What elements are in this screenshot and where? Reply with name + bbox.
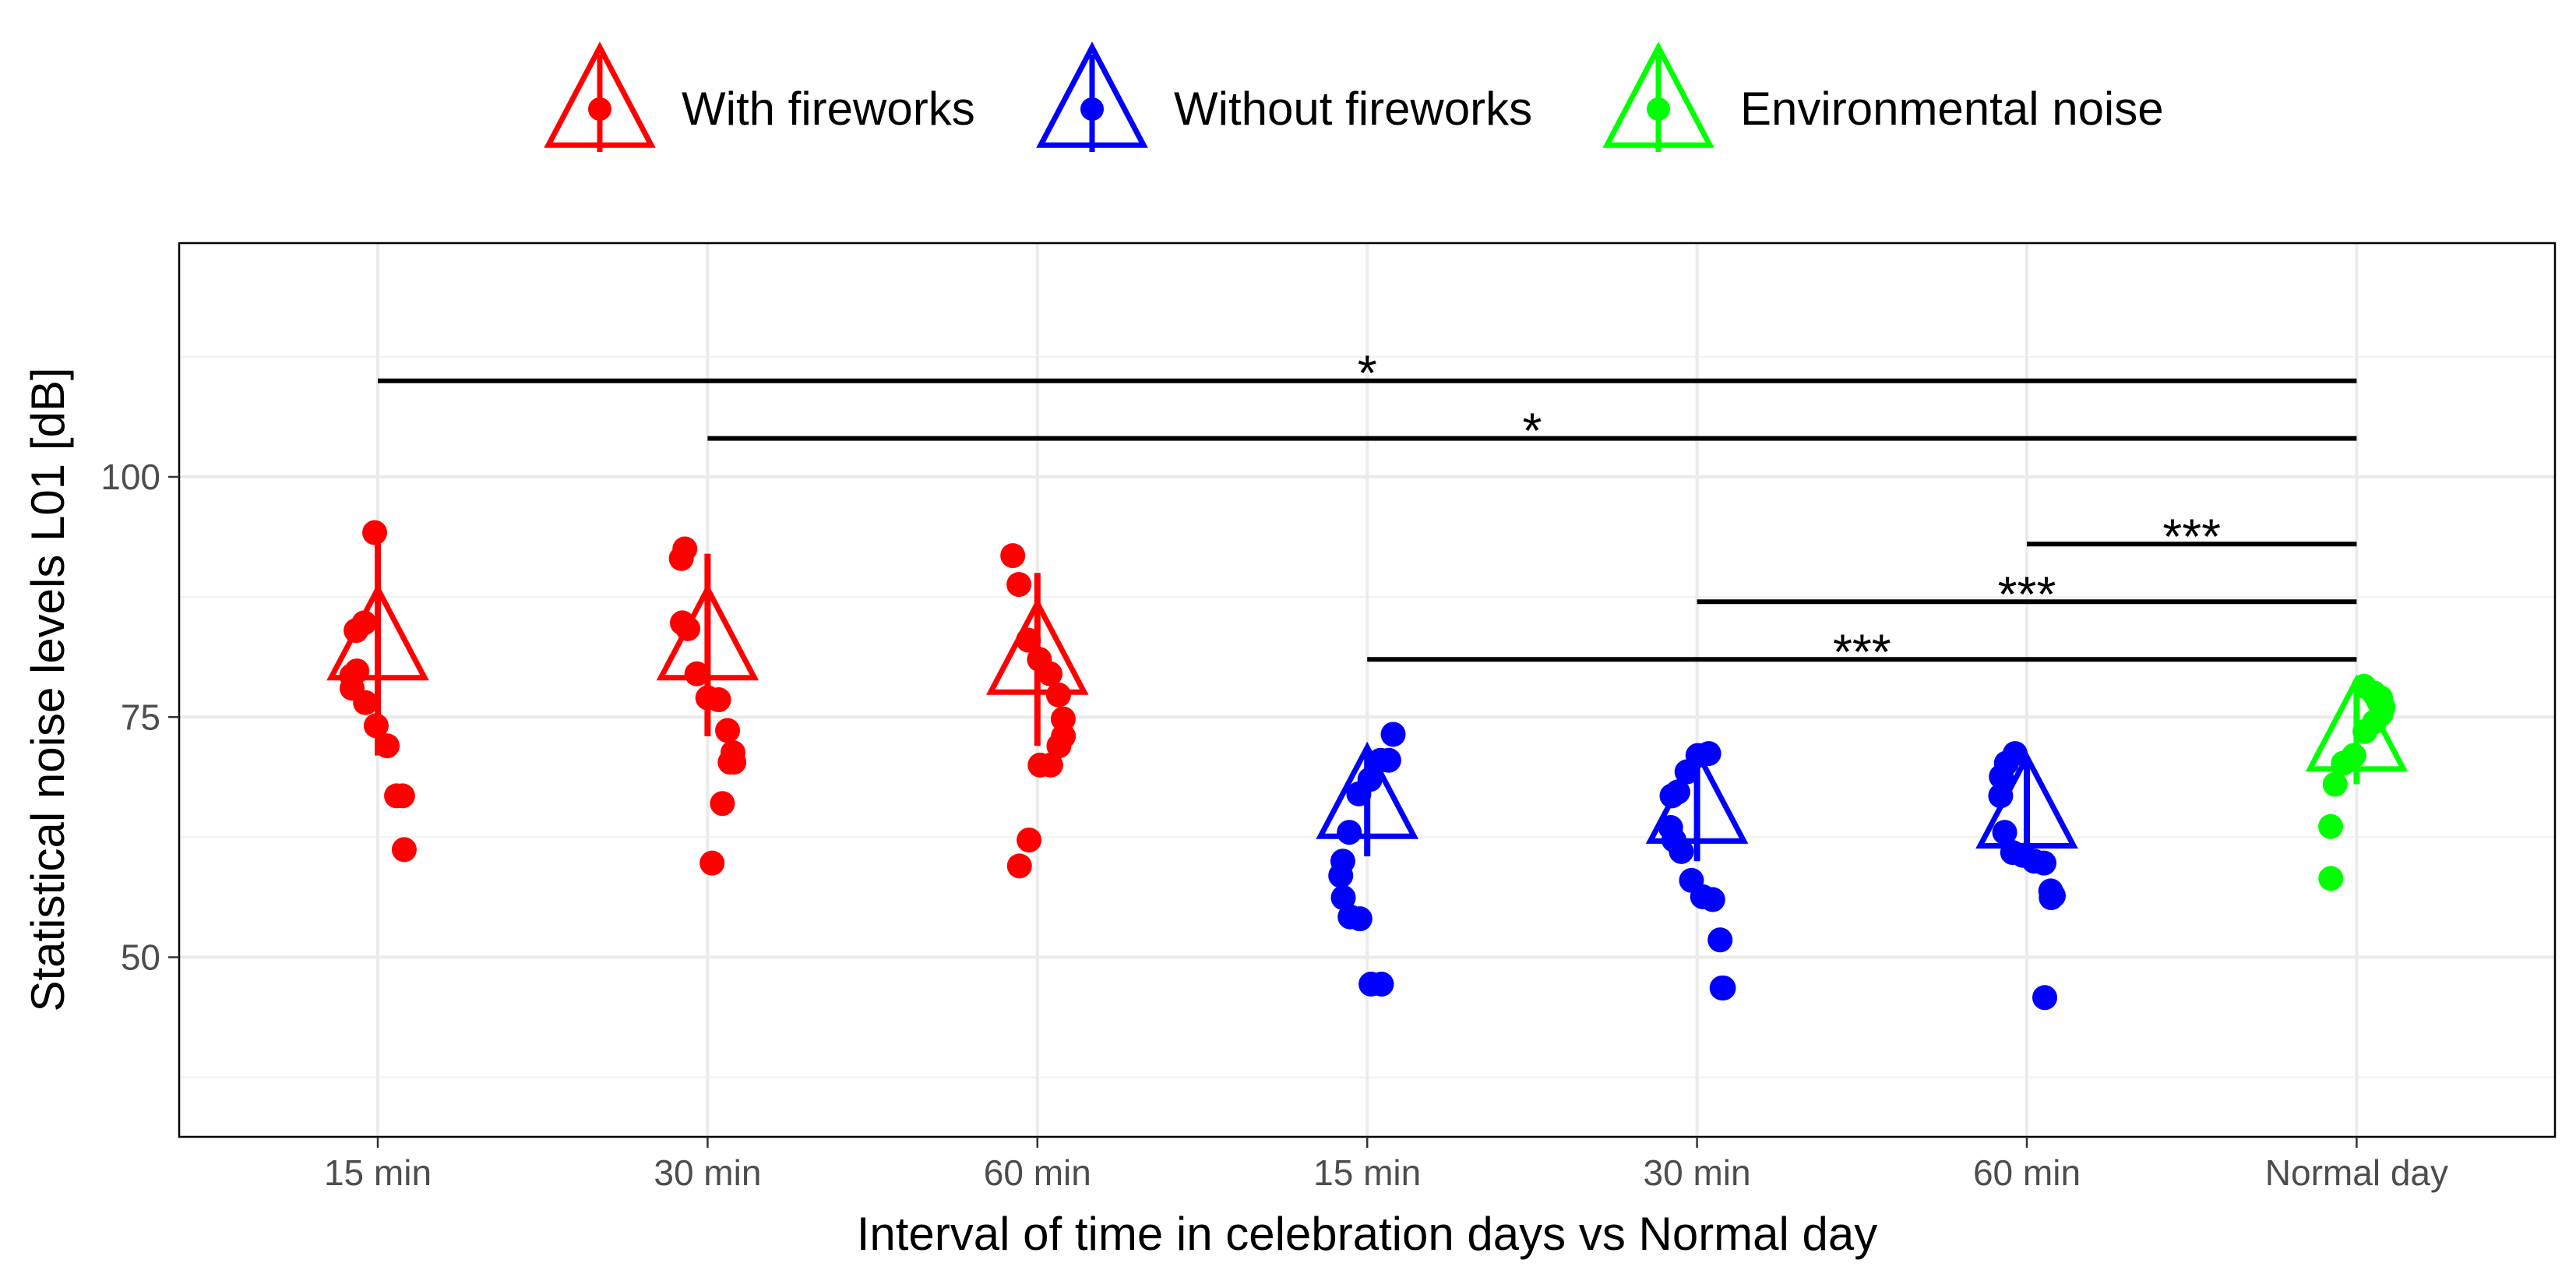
data-point [1330, 885, 1356, 911]
significance-label: * [1358, 345, 1377, 401]
significance-brackets: *********** [378, 345, 2357, 679]
data-point [715, 718, 741, 743]
data-point [1369, 972, 1394, 997]
data-point [700, 850, 725, 876]
data-point [1347, 906, 1373, 932]
data-point [1027, 752, 1053, 778]
data-point [1669, 838, 1694, 864]
x-tick-label: Normal day [2265, 1152, 2448, 1193]
y-tick-label: 100 [100, 457, 160, 497]
data-point [1989, 764, 2014, 789]
group-with-fireworks-2 [986, 543, 1089, 879]
legend-item: With fireworks [544, 41, 975, 152]
x-tick-label: 30 min [654, 1152, 761, 1193]
x-tick-label: 60 min [984, 1152, 1091, 1193]
legend-key-point [1647, 97, 1670, 121]
mean-marker [1975, 751, 2078, 849]
data-point [1050, 706, 1076, 732]
grid [179, 243, 2555, 1137]
legend: With fireworks Without fireworks Environme… [544, 41, 2164, 152]
group-environmental-noise-0 [2305, 673, 2409, 891]
group-without-fireworks-1 [1645, 741, 1749, 1000]
data-point [391, 837, 417, 863]
legend-key-triangle [1036, 41, 1148, 148]
mean-marker [326, 583, 429, 681]
y-tick-label: 75 [121, 697, 160, 737]
group-without-fireworks-2 [1975, 741, 2078, 1011]
group-with-fireworks-0 [326, 520, 429, 863]
data-point [1046, 733, 1072, 759]
axes: Statistical noise levels L01 [dB] Interv… [22, 367, 2448, 1260]
data-point [1700, 887, 1725, 912]
legend-key-point [588, 97, 611, 121]
mean-marker [2305, 674, 2409, 772]
data-point [2318, 866, 2344, 891]
data-point [1707, 927, 1733, 953]
data-point [353, 690, 379, 715]
data-point [1006, 853, 1032, 879]
plot-panel: *********** [178, 242, 2557, 1138]
data-point [1992, 820, 2017, 845]
legend-key-triangle [544, 41, 656, 148]
data-point [362, 520, 388, 545]
data-point [1000, 543, 1026, 569]
data-point [2039, 885, 2064, 911]
data-point [1017, 827, 1042, 853]
data-point [1045, 682, 1071, 708]
x-tick-label: 15 min [1313, 1152, 1421, 1193]
data-point [2032, 850, 2057, 876]
y-tick-label: 50 [121, 937, 160, 978]
x-axis-title: Interval of time in celebration days vs … [857, 1208, 1878, 1260]
data-point [706, 687, 731, 713]
x-tick-label: 30 min [1644, 1152, 1751, 1193]
legend-key-point [1080, 97, 1104, 121]
data-point [710, 791, 735, 817]
x-tick-label: 15 min [324, 1152, 432, 1193]
significance-label: *** [1998, 566, 2056, 622]
legend-label: Environmental noise [1740, 83, 2164, 135]
mean-marker [986, 597, 1089, 695]
significance-label: *** [2162, 508, 2221, 564]
mean-marker [1316, 741, 1418, 839]
data-point [717, 750, 743, 775]
significance-label: * [1522, 403, 1542, 459]
significance-label: *** [1833, 623, 1891, 679]
mean-marker [656, 583, 759, 681]
data-point [2318, 813, 2344, 839]
legend-label: Without fireworks [1174, 83, 1532, 135]
data-point [1709, 975, 1735, 1000]
data-point [1380, 722, 1406, 747]
data-marks [326, 520, 2409, 1011]
data-point [1006, 572, 1032, 598]
mean-marker [1645, 746, 1749, 844]
data-point [1038, 661, 1063, 686]
group-with-fireworks-1 [656, 536, 759, 876]
x-tick-label: 60 min [1973, 1152, 2081, 1193]
data-point [1328, 863, 1354, 888]
legend-key-triangle [1602, 41, 1714, 148]
group-without-fireworks-0 [1316, 722, 1418, 997]
y-axis-title: Statistical noise levels L01 [dB] [22, 367, 74, 1011]
legend-label: With fireworks [682, 83, 975, 135]
data-point [668, 545, 694, 571]
data-point [2322, 771, 2348, 797]
data-point [389, 783, 415, 809]
data-point [1337, 820, 1362, 845]
data-point [375, 733, 400, 759]
legend-item: Environmental noise [1602, 41, 2164, 152]
data-point [2032, 985, 2058, 1011]
legend-item: Without fireworks [1036, 41, 1532, 152]
